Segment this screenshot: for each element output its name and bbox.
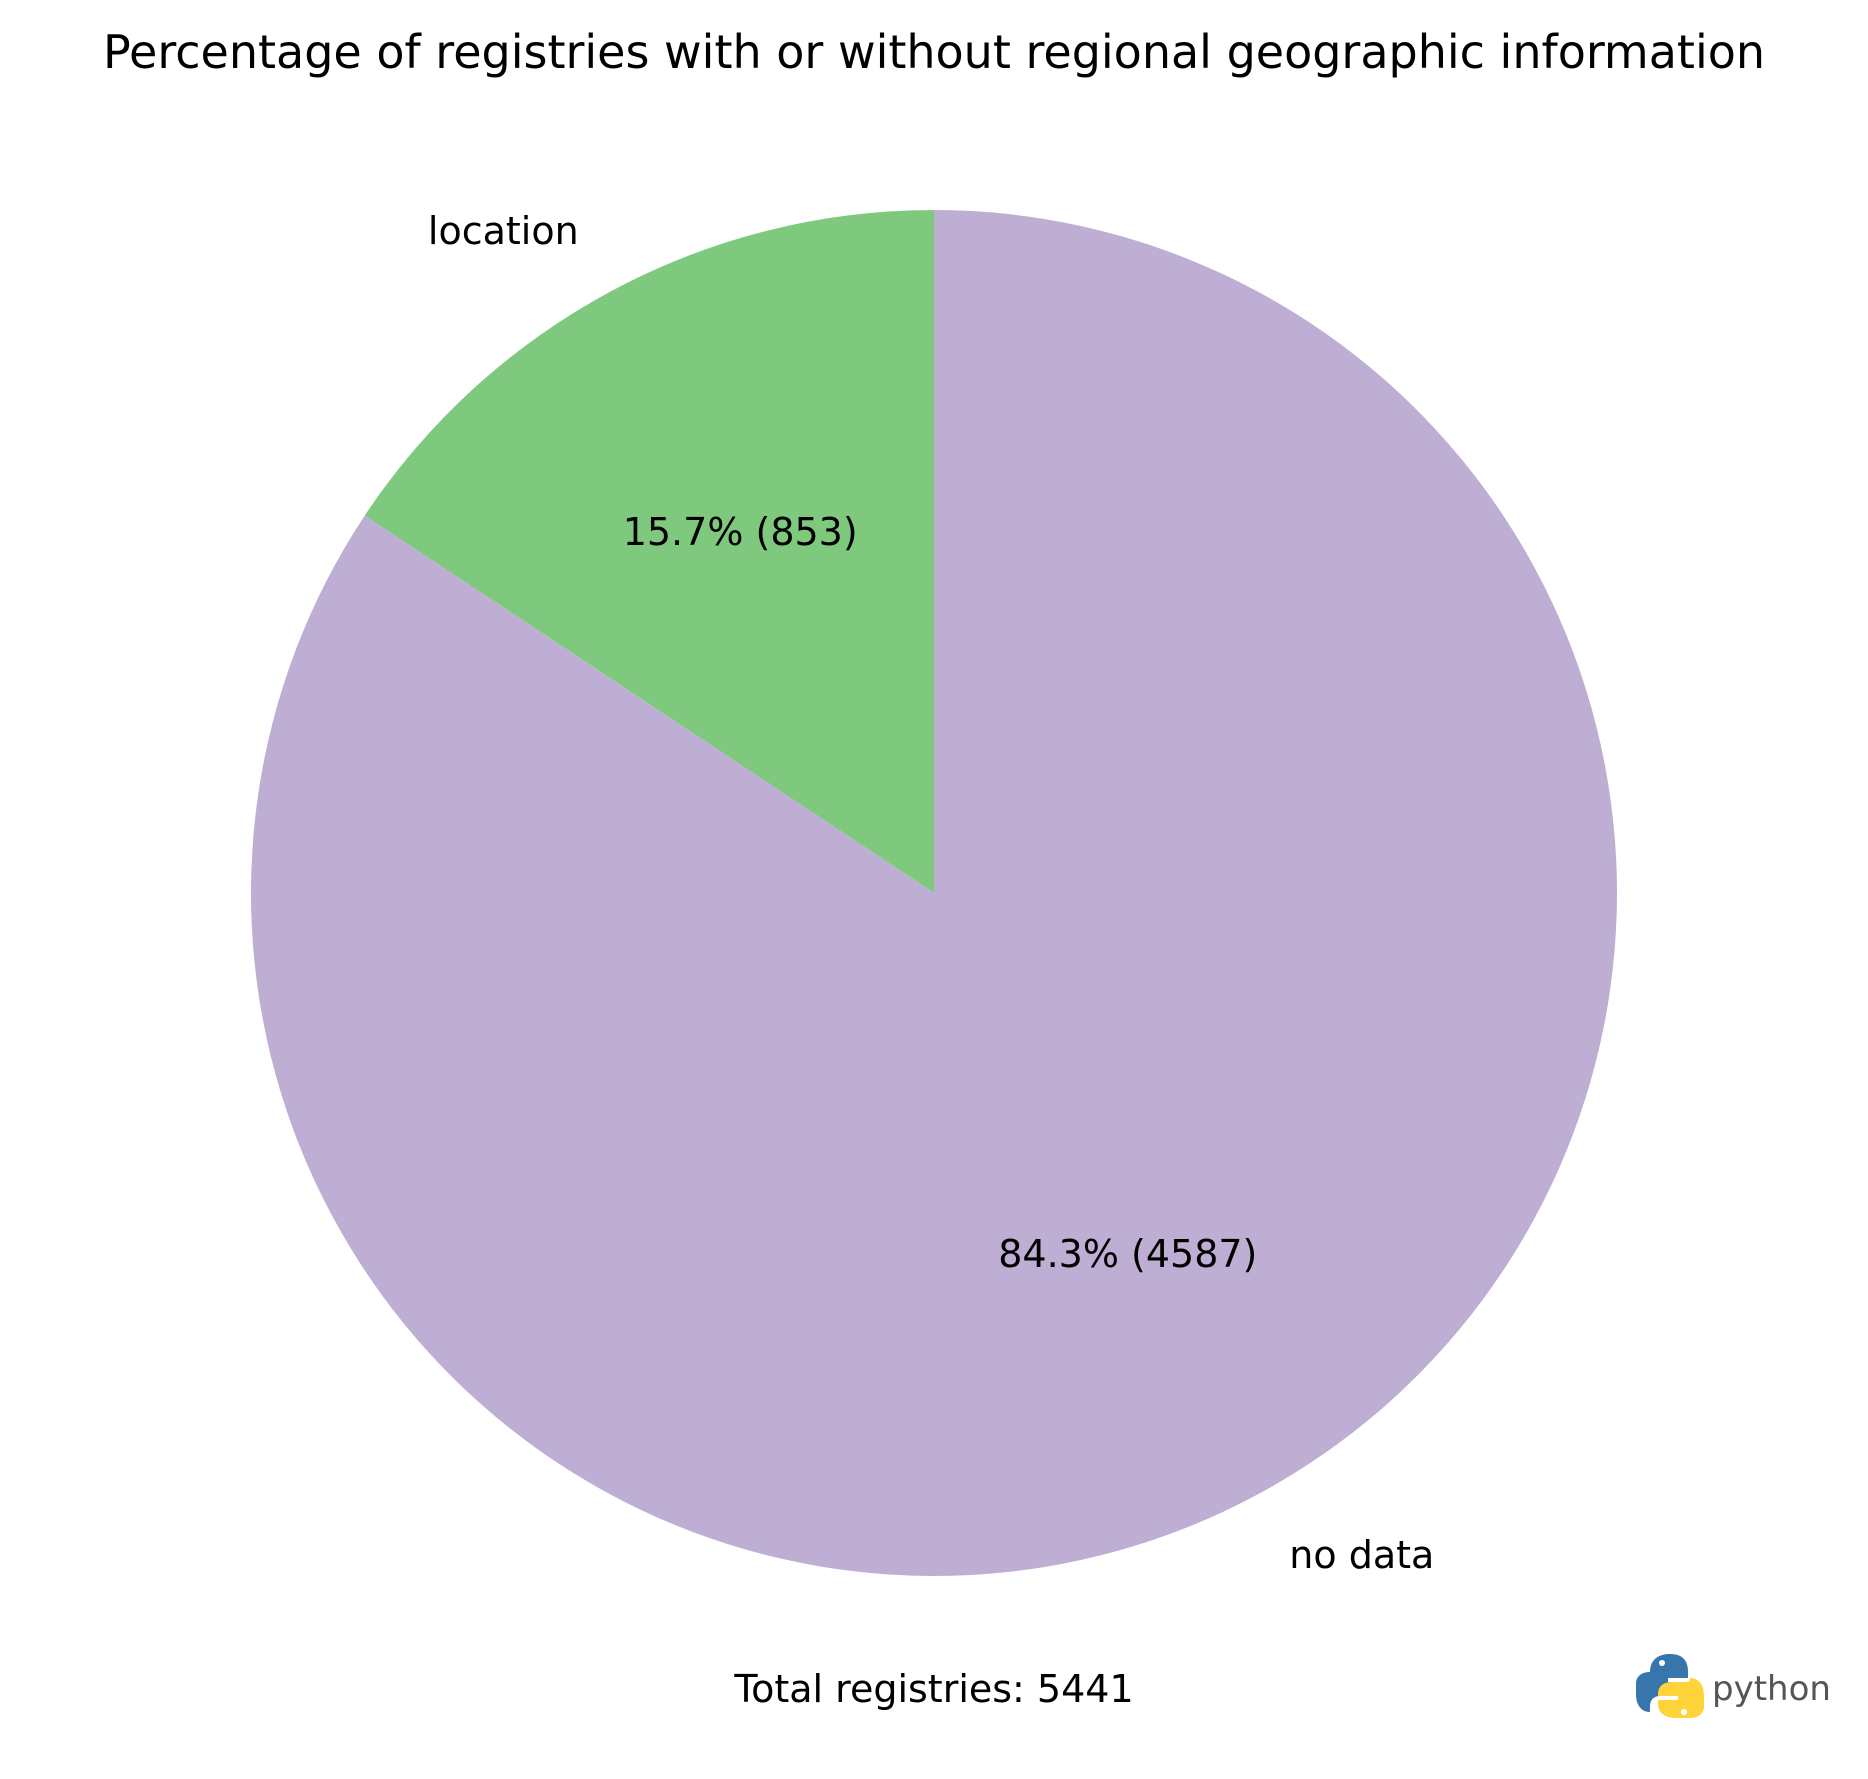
- pie-labels: 15.7% (853) location 84.3% (4587) no data: [428, 209, 1434, 1577]
- total-registries-label: Total registries: 5441: [733, 1667, 1133, 1711]
- slice-category-label: no data: [1289, 1533, 1434, 1577]
- slice-percent-label: 84.3% (4587): [998, 1232, 1257, 1276]
- pie-slice-no-data: [251, 210, 1618, 1576]
- slice-category-label: location: [428, 209, 579, 253]
- python-logo-text: python: [1712, 1669, 1831, 1709]
- python-logo-icon: [1636, 1654, 1704, 1718]
- pie-slices: [251, 210, 1618, 1576]
- chart-title: Percentage of registries with or without…: [103, 25, 1765, 79]
- slice-percent-label: 15.7% (853): [623, 510, 858, 554]
- python-logo: python: [1636, 1654, 1831, 1718]
- pie-slice-location: [364, 210, 934, 893]
